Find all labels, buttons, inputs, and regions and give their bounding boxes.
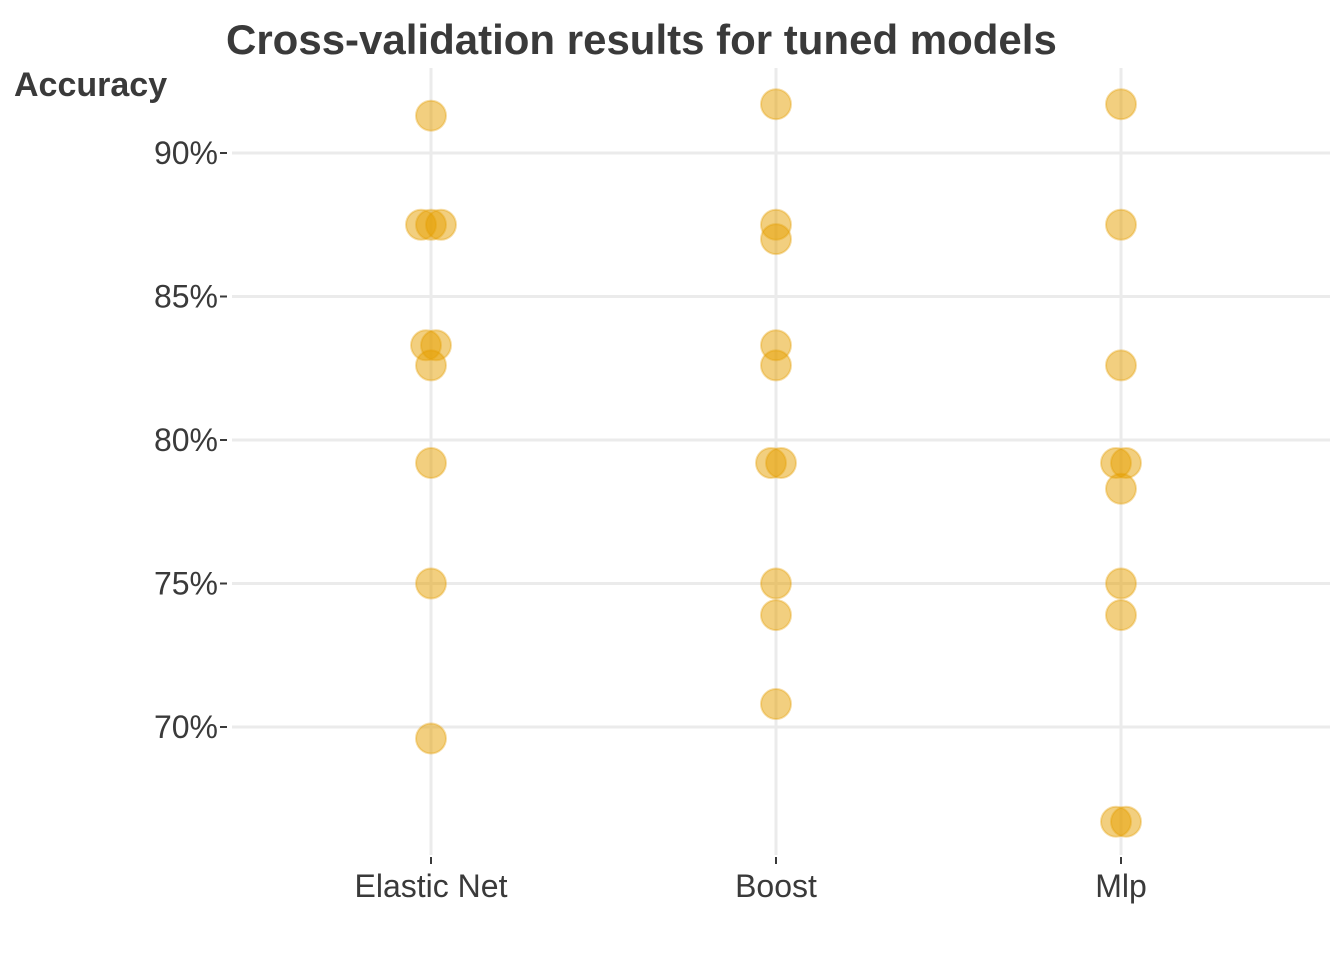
data-point (415, 349, 447, 382)
data-point (1105, 599, 1137, 632)
data-point (765, 446, 797, 479)
points-layer (405, 88, 1142, 838)
data-point (415, 567, 447, 600)
y-tick-label: 70% (154, 709, 218, 745)
data-point (415, 446, 447, 479)
data-point (425, 208, 457, 241)
data-point (1105, 88, 1137, 121)
data-point (760, 349, 792, 382)
x-tick-label: Elastic Net (355, 868, 508, 904)
data-point (760, 223, 792, 256)
data-point (760, 688, 792, 721)
data-point (1110, 805, 1142, 838)
y-axis-title: Accuracy (14, 66, 167, 104)
y-tick-label: 80% (154, 422, 218, 458)
data-point (415, 99, 447, 132)
data-point (1105, 472, 1137, 505)
axis-layer: 70% 75% 80% 85% 90% Elastic Net Boost Mlp (154, 135, 1147, 904)
data-point (415, 722, 447, 755)
chart-title: Cross-validation results for tuned model… (226, 16, 1057, 63)
x-tick-label: Boost (735, 868, 817, 904)
data-point (1105, 208, 1137, 241)
data-point (1105, 349, 1137, 382)
y-tick-label: 75% (154, 566, 218, 602)
data-point (760, 567, 792, 600)
data-point (760, 599, 792, 632)
data-point (1110, 446, 1142, 479)
data-point (1105, 567, 1137, 600)
y-tick-label: 85% (154, 279, 218, 315)
data-point (760, 88, 792, 121)
x-tick-label: Mlp (1095, 868, 1147, 904)
y-tick-label: 90% (154, 135, 218, 171)
